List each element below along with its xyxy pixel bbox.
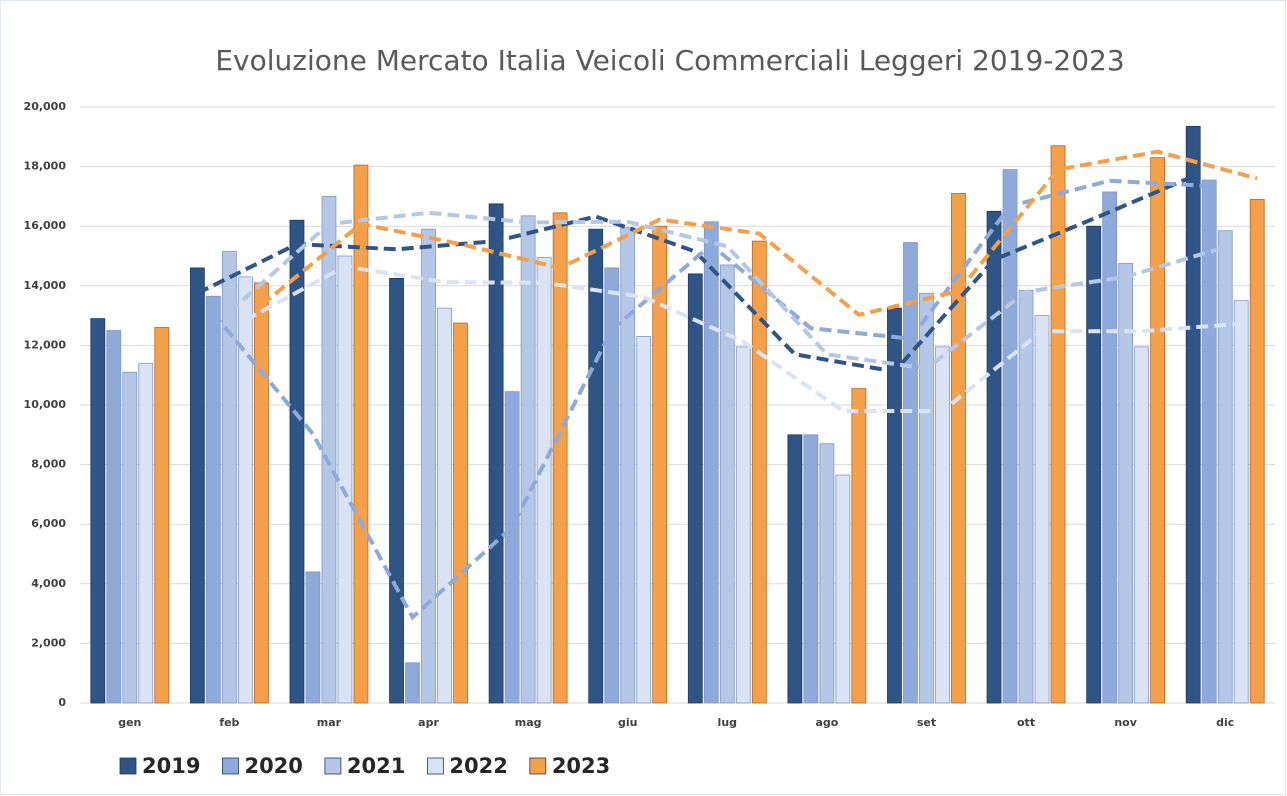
bar bbox=[321, 195, 337, 704]
y-tick-label: 10,000 bbox=[24, 398, 67, 411]
bar bbox=[437, 307, 452, 704]
bar bbox=[604, 267, 620, 704]
bar bbox=[636, 336, 652, 704]
bar bbox=[453, 322, 468, 704]
bar bbox=[687, 273, 703, 704]
chart-title: Evoluzione Mercato Italia Veicoli Commer… bbox=[215, 44, 1124, 77]
legend-label: 2019 bbox=[142, 754, 200, 778]
bar bbox=[835, 474, 851, 704]
y-tick-label: 20,000 bbox=[24, 100, 67, 113]
bar bbox=[1217, 230, 1233, 704]
bar bbox=[919, 292, 934, 704]
bar bbox=[122, 371, 138, 704]
legend-label: 2023 bbox=[552, 754, 610, 778]
legend-label: 2020 bbox=[244, 754, 302, 778]
bar bbox=[138, 362, 154, 704]
bar bbox=[1102, 191, 1118, 704]
bar bbox=[1002, 169, 1018, 704]
trendline bbox=[211, 178, 1210, 621]
legend-label: 2022 bbox=[449, 754, 507, 778]
y-tick-label: 14,000 bbox=[24, 279, 67, 292]
legend-swatch bbox=[324, 757, 342, 775]
bar bbox=[1086, 225, 1102, 704]
bar bbox=[951, 193, 966, 704]
bar bbox=[305, 571, 321, 704]
x-tick-label: feb bbox=[219, 716, 239, 729]
bar bbox=[735, 346, 751, 704]
bar bbox=[935, 346, 950, 704]
bar bbox=[903, 242, 918, 704]
bar bbox=[1150, 157, 1166, 704]
trendline bbox=[228, 210, 1226, 371]
bar bbox=[652, 225, 668, 704]
y-tick-label: 8,000 bbox=[31, 458, 66, 471]
x-tick-label: ott bbox=[1017, 716, 1035, 729]
x-tick-label: apr bbox=[418, 716, 439, 729]
bar bbox=[1233, 300, 1249, 704]
bar bbox=[488, 203, 504, 704]
bar bbox=[353, 164, 369, 704]
bar bbox=[405, 662, 420, 704]
bar bbox=[1249, 198, 1265, 704]
x-tick-label: gen bbox=[118, 716, 141, 729]
bar bbox=[205, 295, 221, 704]
legend-swatch bbox=[426, 757, 444, 775]
x-tick-label: set bbox=[917, 716, 936, 729]
bar bbox=[253, 282, 269, 704]
y-tick-label: 16,000 bbox=[24, 219, 67, 232]
bar bbox=[986, 210, 1002, 704]
bar bbox=[620, 227, 636, 704]
bar bbox=[421, 228, 436, 704]
x-tick-label: nov bbox=[1114, 716, 1137, 729]
bar bbox=[237, 276, 253, 704]
trendline bbox=[260, 149, 1258, 318]
y-tick-label: 0 bbox=[58, 696, 66, 709]
bar bbox=[703, 221, 719, 704]
bar bbox=[887, 307, 902, 704]
bar bbox=[221, 251, 237, 704]
bar bbox=[819, 443, 835, 704]
y-tick-label: 12,000 bbox=[24, 338, 67, 351]
bar bbox=[154, 327, 170, 704]
legend-swatch bbox=[222, 757, 239, 775]
bar bbox=[337, 255, 353, 704]
bar bbox=[1050, 145, 1066, 704]
bar bbox=[1201, 179, 1217, 704]
bar bbox=[1034, 315, 1050, 704]
bar bbox=[1134, 346, 1150, 704]
bar bbox=[719, 264, 735, 704]
trendline bbox=[244, 264, 1242, 413]
bar bbox=[289, 219, 305, 704]
legend-label: 2021 bbox=[347, 754, 405, 778]
x-tick-label: mar bbox=[317, 716, 342, 729]
bar bbox=[520, 215, 536, 704]
x-tick-label: dic bbox=[1216, 716, 1234, 729]
legend-swatch bbox=[119, 757, 137, 775]
bar bbox=[588, 228, 604, 704]
x-tick-label: giu bbox=[618, 716, 637, 729]
bar bbox=[851, 388, 867, 704]
bar bbox=[1185, 125, 1201, 704]
bar bbox=[106, 330, 122, 704]
bar bbox=[90, 318, 106, 704]
bar bbox=[803, 434, 819, 704]
y-tick-label: 18,000 bbox=[24, 160, 67, 173]
y-tick-label: 6,000 bbox=[31, 517, 66, 530]
legend-swatch bbox=[529, 757, 547, 775]
bar bbox=[787, 434, 803, 704]
bar bbox=[552, 212, 568, 704]
bar bbox=[1118, 263, 1134, 704]
bar bbox=[504, 391, 520, 704]
bar bbox=[389, 277, 404, 704]
x-tick-label: mag bbox=[515, 716, 542, 729]
y-tick-label: 2,000 bbox=[31, 636, 66, 649]
bar bbox=[189, 267, 205, 704]
bar bbox=[536, 257, 552, 704]
x-tick-label: ago bbox=[815, 716, 838, 729]
bar bbox=[1018, 289, 1034, 704]
x-tick-label: lug bbox=[718, 716, 737, 729]
y-tick-label: 4,000 bbox=[31, 577, 66, 590]
